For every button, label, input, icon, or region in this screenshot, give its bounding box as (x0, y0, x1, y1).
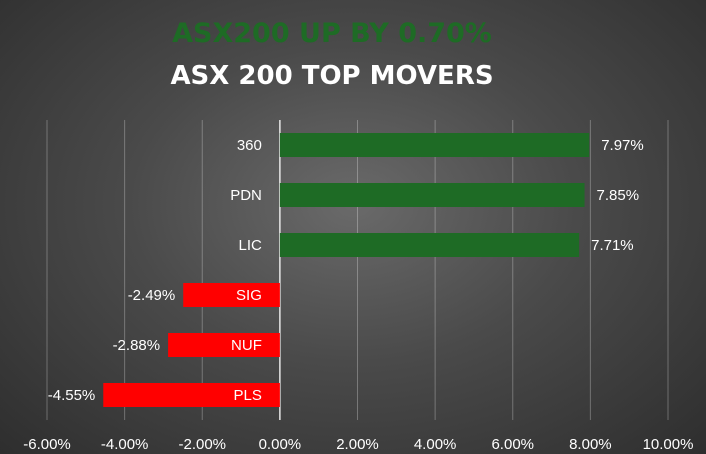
bar (279, 233, 580, 257)
category-label: PLS (234, 387, 262, 404)
value-label: -4.55% (48, 387, 96, 404)
category-label: NUF (231, 337, 262, 354)
bars (103, 133, 590, 407)
value-label: 7.97% (601, 137, 644, 154)
headline: ASX200 UP BY 0.70% (172, 18, 492, 49)
bar (103, 383, 280, 407)
value-label: -2.49% (128, 287, 176, 304)
bar (279, 133, 590, 157)
value-label: 7.71% (591, 237, 634, 254)
value-label: 7.85% (597, 187, 640, 204)
chart-title: ASX 200 TOP MOVERS (170, 61, 493, 91)
bar (183, 283, 280, 307)
x-tick-label: 10.00% (643, 436, 694, 453)
x-tick-label: -6.00% (23, 436, 71, 453)
x-tick-label: -2.00% (178, 436, 226, 453)
category-label: 360 (237, 137, 262, 154)
category-label: PDN (230, 187, 262, 204)
bar (168, 333, 280, 357)
x-axis-ticks: -6.00% -4.00% -2.00% 0.00% 2.00% 4.00% 6.00% 8.… (23, 436, 693, 453)
x-tick-label: 8.00% (569, 436, 612, 453)
bar (279, 183, 585, 207)
labels: 360 7.97% PDN 7.85% LIC 7.71% SIG -2.49% NUF -2.8… (48, 137, 644, 404)
x-tick-label: 6.00% (491, 436, 534, 453)
category-label: SIG (236, 287, 262, 304)
x-tick-label: 2.00% (336, 436, 379, 453)
x-tick-label: 4.00% (414, 436, 457, 453)
value-label: -2.88% (113, 337, 161, 354)
category-label: LIC (239, 237, 263, 254)
gridlines (46, 120, 669, 420)
x-tick-label: -4.00% (101, 436, 149, 453)
x-tick-label: 0.00% (259, 436, 302, 453)
